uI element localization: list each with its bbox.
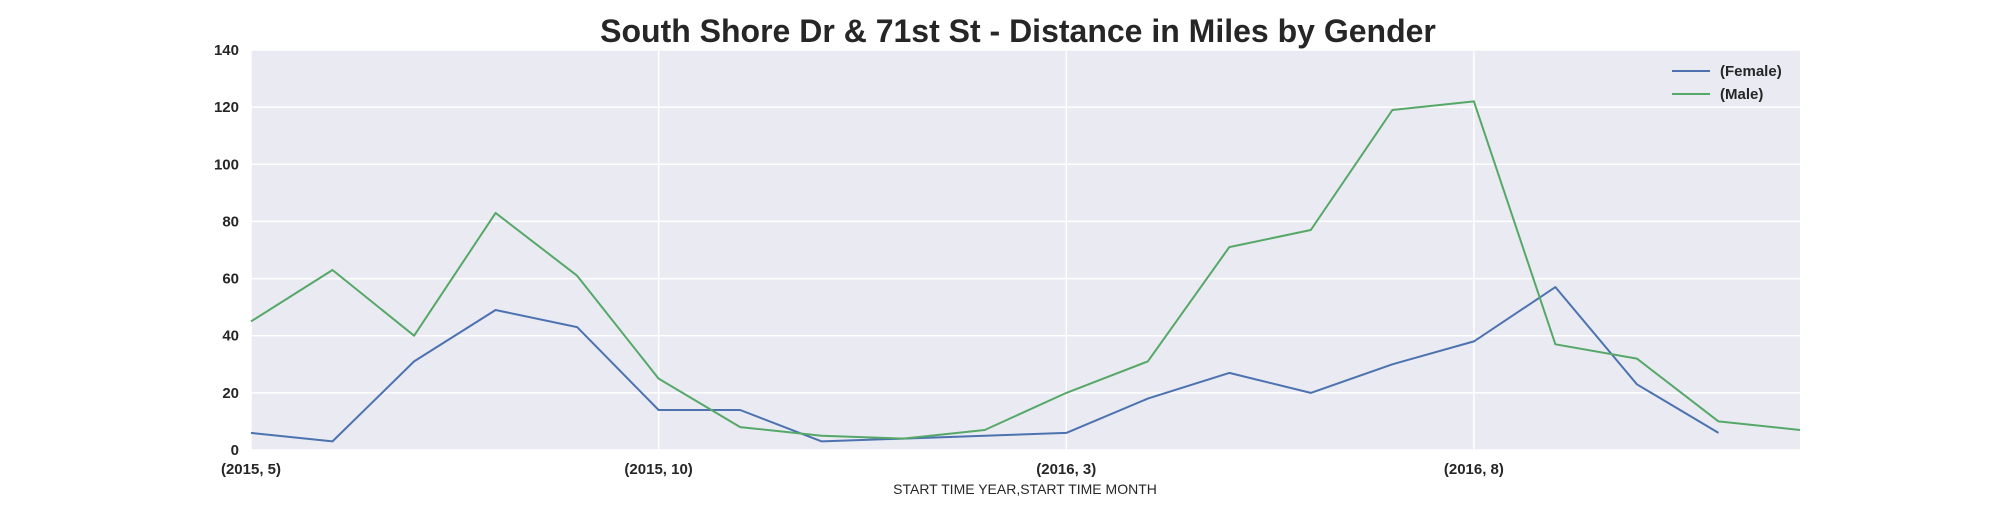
y-tick-label: 140	[214, 42, 239, 59]
legend-label-male: (Male)	[1720, 86, 1763, 103]
chart-title: South Shore Dr & 71st St - Distance in M…	[600, 13, 1436, 49]
gridlines	[250, 49, 1800, 451]
y-tick-label: 60	[222, 271, 239, 288]
y-tick-label: 120	[214, 99, 239, 116]
series-line-male	[250, 100, 1801, 440]
y-tick-label: 100	[214, 156, 239, 173]
legend: (Female) (Male)	[1672, 63, 1782, 103]
y-tick-label: 0	[231, 442, 239, 459]
plot-area	[251, 50, 1800, 450]
y-axis-ticks: 0 20 40 60 80 100 120 140	[214, 42, 239, 459]
x-tick-label: (2016, 8)	[1444, 461, 1504, 478]
y-tick-label: 20	[222, 385, 239, 402]
x-tick-label: (2015, 5)	[221, 461, 281, 478]
series-lines	[250, 100, 1801, 443]
x-tick-label: (2016, 3)	[1036, 461, 1096, 478]
legend-label-female: (Female)	[1720, 63, 1782, 80]
x-axis-label: START TIME YEAR,START TIME MONTH	[893, 481, 1157, 497]
y-tick-label: 40	[222, 328, 239, 345]
y-tick-label: 80	[222, 213, 239, 230]
series-line-female	[250, 286, 1720, 443]
x-axis-ticks: (2015, 5) (2015, 10) (2016, 3) (2016, 8)	[221, 461, 1504, 478]
x-tick-label: (2015, 10)	[624, 461, 692, 478]
